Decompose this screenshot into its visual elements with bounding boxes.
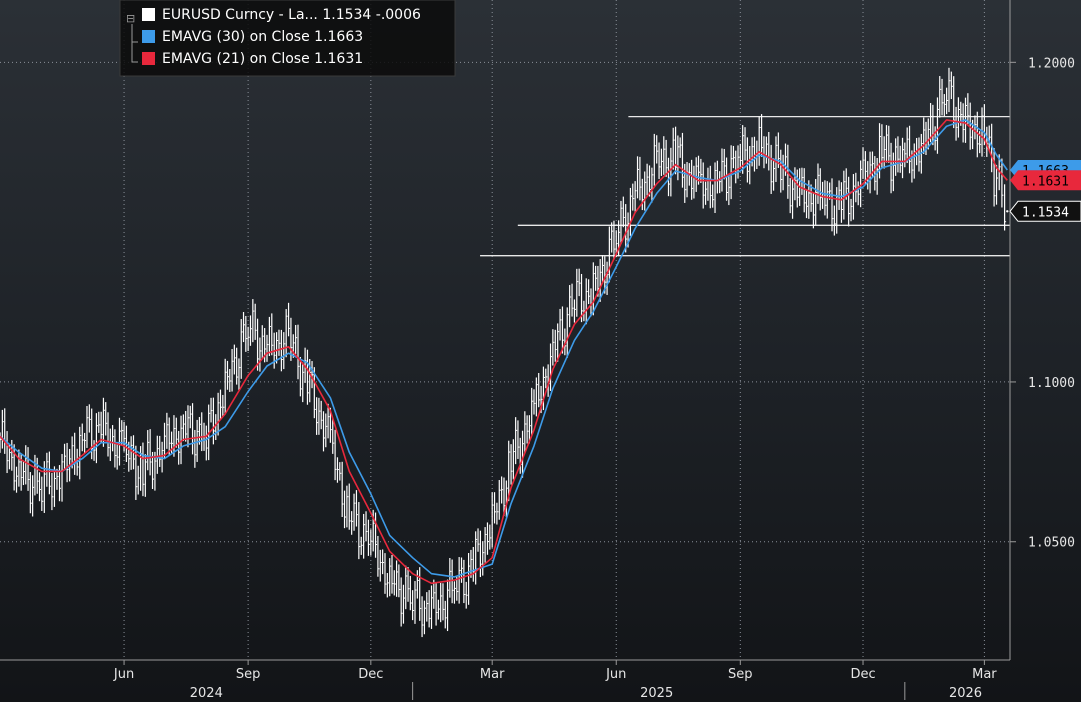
x-month-label: Mar (480, 667, 505, 682)
x-month-label: Mar (972, 667, 997, 682)
x-year-label: 2024 (190, 686, 223, 701)
legend-box (119, 0, 456, 77)
legend-swatch-2 (142, 52, 155, 65)
series-line-1 (0, 119, 1008, 578)
legend-collapse-icon: ⊟ (126, 12, 135, 25)
x-month-label: Sep (728, 667, 753, 682)
x-month-label: Sep (236, 667, 261, 682)
legend-entry-2: EMAVG (21) on Close 1.1631 (162, 51, 363, 67)
legend-swatch-0 (142, 8, 155, 21)
x-month-label: Jun (113, 667, 134, 682)
y-tick-label: 1.0500 (1028, 536, 1075, 551)
legend-swatch-1 (142, 30, 155, 43)
x-year-label: 2025 (640, 686, 673, 701)
x-month-label: Dec (850, 667, 875, 682)
last-tag-0: 1.1534 (1009, 200, 1081, 222)
legend-tree-lines (131, 24, 138, 63)
price-last-point (1006, 210, 1009, 213)
price-bars (0, 67, 1009, 638)
last-tag-box (1009, 200, 1081, 222)
legend-entry-1: EMAVG (30) on Close 1.1663 (162, 29, 363, 45)
last-tag-box (1010, 170, 1081, 191)
last-tag-value: 1.1631 (1022, 174, 1069, 189)
x-month-label: Jun (605, 667, 626, 682)
grid-lines (0, 0, 1010, 660)
support-resistance-lines (480, 116, 1010, 257)
last-tag-2: 1.1631 (1010, 170, 1081, 191)
x-month-label: Dec (358, 667, 383, 682)
y-tick-label: 1.1000 (1028, 376, 1075, 391)
y-tick-label: 1.2000 (1028, 56, 1075, 71)
legend-entry-0: EURUSD Curncy - La... 1.1534 -.0006 (162, 7, 421, 23)
last-tag-value: 1.1534 (1022, 205, 1069, 220)
x-year-label: 2026 (949, 686, 982, 701)
series-layer (0, 67, 1009, 638)
legend: ⊟ EURUSD Curncy - La... 1.1534 -.0006 EMAV… (119, 0, 456, 77)
series-line-2 (0, 119, 1008, 585)
